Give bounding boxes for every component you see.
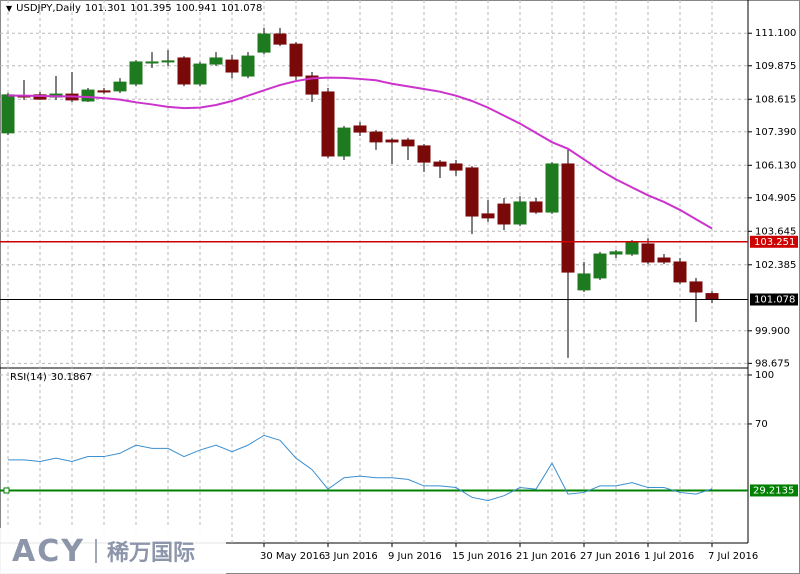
price-label: 103.251 [754,237,795,248]
candle-body [673,261,687,283]
y-tick-label: 100 [755,370,774,381]
x-tick-label: 3 Jun 2016 [324,551,378,562]
level-label-box [750,484,798,497]
ohlc: 101.395 [130,3,172,14]
candle-body [369,131,383,143]
candle-body [625,241,639,255]
candle-body [257,33,271,53]
candle-body [609,251,623,255]
candle-body [305,75,319,95]
y-tick-label: 108.615 [755,94,796,105]
price-label-box [750,293,798,306]
y-tick-label: 103.645 [755,226,796,237]
candle-body [81,89,95,102]
separator [94,539,97,563]
candle-body [657,257,671,263]
candle-body [465,167,479,217]
candle-body [497,203,511,225]
candle-body [177,57,191,85]
brand-name: 稀万国际 [106,541,195,566]
price-label-box [750,235,798,248]
candle-body [481,213,495,219]
rsi-header: RSI(14) 30.1867 [10,372,96,383]
candle-body [161,60,175,63]
ohlc: 101.078 [220,3,263,14]
candle-body [433,161,447,167]
candle-body [129,61,143,85]
x-tick-label: 7 Jul 2016 [708,551,758,562]
candle-body [353,125,367,133]
y-tick-label: 102.385 [755,260,796,271]
moving-average [8,76,713,230]
ohlc: 100.941 [175,3,217,14]
y-tick-label: 109.875 [755,61,796,72]
rsi-value: 30.1867 [50,372,93,383]
candle-body [561,163,575,273]
ohlc: 101.301 [84,3,127,14]
candle-body [545,163,559,213]
x-tick-label: 27 Jun 2016 [580,551,640,562]
candle-body [321,91,335,157]
y-tick-label: 107.390 [755,127,796,138]
candle-body [513,201,527,225]
y-tick-label: 70 [755,419,768,430]
candle-body [225,59,239,73]
candle-body [705,293,719,301]
y-tick-label: 106.130 [755,160,796,171]
candle-body [1,94,15,134]
candle-body [577,273,591,291]
y-tick-label: 111.100 [755,28,796,39]
x-tick-label: 21 Jun 2016 [516,551,576,562]
level-label: 29.2135 [753,485,794,496]
candle-body [289,43,303,77]
main-header: ▼ USDJPY,Daily 101.301 101.395 100.941 101.07… [6,3,266,14]
candle-body [593,253,607,279]
candle-body [449,163,463,171]
candle-body [241,55,255,77]
candle-body [113,81,127,92]
y-tick-label: 98.675 [755,358,790,369]
y-tick-label: 99.900 [755,326,790,337]
x-tick-label: 9 Jun 2016 [388,551,442,562]
x-tick-label: 30 May 2016 [260,551,325,562]
candle-body [209,57,223,65]
x-tick-label: 1 Jul 2016 [644,551,694,562]
candle-body [401,139,415,147]
candle-body [337,127,351,157]
candle-body [529,201,543,213]
x-tick-label: 15 Jun 2016 [452,551,512,562]
candle-body [193,63,207,85]
candle-body [273,33,287,45]
price-label: 101.078 [754,295,795,306]
chart-title: USDJPY,Daily [16,3,81,14]
rsi-line [8,434,713,502]
candle-body [145,61,159,64]
icon: ▼ [6,4,13,13]
candle-body [689,281,703,293]
candle-body [641,243,655,263]
brand: ACY [12,533,85,569]
watermark: ACY 稀万国际 [0,528,226,574]
candle-body [97,90,111,93]
rsi-title: RSI(14) [10,372,47,383]
y-tick-label: 104.905 [755,193,796,204]
candle-body [417,145,431,163]
candle-body [385,139,399,143]
level-marker [3,487,10,494]
